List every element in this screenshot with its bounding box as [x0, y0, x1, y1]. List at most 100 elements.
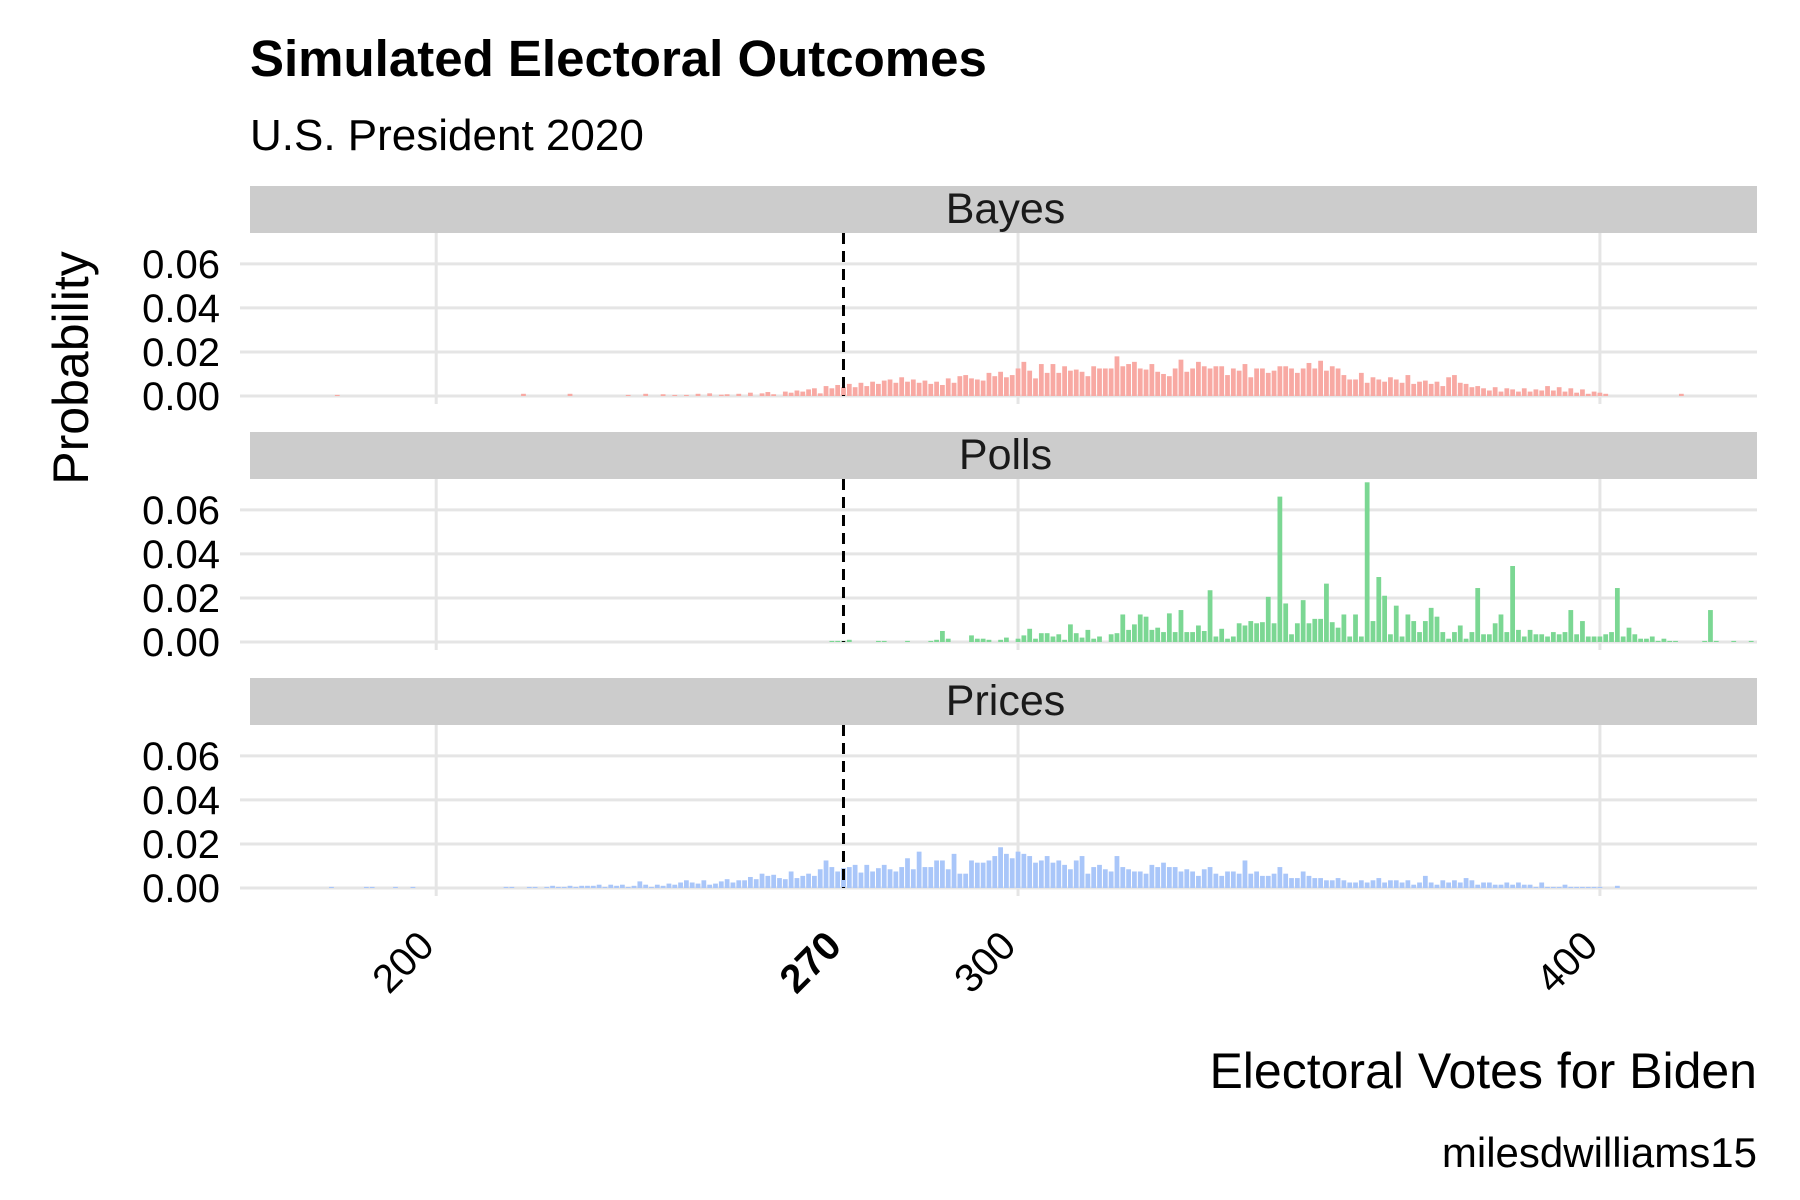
chart-title: Simulated Electoral Outcomes	[250, 30, 987, 87]
bar	[1335, 627, 1341, 642]
bar	[1114, 633, 1120, 642]
bar	[870, 381, 875, 396]
bar	[1545, 386, 1550, 396]
bar	[846, 867, 852, 888]
bar	[1120, 867, 1126, 888]
y-tick-label: 0.00	[142, 621, 220, 665]
bar	[1370, 621, 1376, 642]
bar	[1603, 393, 1609, 396]
bar	[910, 869, 916, 888]
bar	[974, 862, 980, 888]
bar	[1102, 368, 1108, 396]
bar	[852, 864, 858, 888]
bar	[1539, 390, 1545, 396]
bar	[881, 380, 887, 396]
bar	[1143, 369, 1149, 396]
y-tick-label: 0.02	[142, 577, 220, 621]
y-tick-label: 0.04	[142, 287, 220, 331]
bar	[1201, 869, 1207, 888]
bar	[567, 885, 573, 888]
bar	[1469, 632, 1475, 642]
bar	[934, 381, 939, 396]
bar	[1015, 368, 1021, 396]
bar	[579, 885, 585, 888]
bar	[1196, 625, 1201, 642]
bar	[1399, 382, 1405, 396]
bar	[1062, 366, 1067, 396]
bar	[1469, 387, 1475, 396]
bar	[1562, 391, 1568, 396]
bar	[1230, 368, 1236, 396]
bar	[1539, 634, 1545, 642]
bar	[940, 630, 945, 642]
bar	[1521, 884, 1527, 888]
bar	[748, 392, 753, 396]
bar	[765, 392, 771, 396]
bar	[1312, 368, 1318, 396]
bar	[1347, 379, 1353, 396]
bar	[1521, 636, 1527, 642]
bar	[1347, 636, 1353, 642]
bar	[1382, 381, 1387, 396]
bar	[782, 391, 788, 396]
bar	[1230, 636, 1236, 642]
bar	[858, 382, 864, 396]
bar	[1289, 634, 1294, 642]
bar	[1265, 596, 1271, 642]
bar	[1533, 886, 1539, 888]
bar	[1248, 377, 1254, 396]
bar	[724, 879, 730, 888]
bar	[1393, 605, 1399, 642]
bar	[1405, 880, 1411, 888]
bar	[689, 882, 695, 888]
bar	[759, 393, 765, 396]
bar	[1324, 880, 1329, 888]
chart-subtitle: U.S. President 2020	[250, 111, 644, 160]
bar	[1580, 886, 1585, 888]
bar	[1021, 361, 1027, 396]
bar	[1050, 364, 1056, 396]
panel-prices: Prices 0.000.020.040.06	[142, 677, 1757, 911]
bar	[835, 640, 841, 642]
bar	[823, 860, 829, 888]
bar	[1149, 364, 1155, 396]
bar	[1073, 633, 1079, 642]
bar	[940, 860, 945, 888]
bar	[660, 394, 666, 396]
bar	[509, 886, 515, 888]
y-tick-label: 0.06	[142, 243, 220, 287]
bar	[1184, 371, 1190, 396]
bar	[1428, 607, 1434, 642]
bar	[555, 886, 561, 888]
bar	[841, 387, 846, 396]
bar	[957, 376, 963, 396]
bar	[1504, 632, 1510, 642]
bar	[1166, 376, 1172, 396]
bar	[1004, 853, 1009, 888]
bar	[585, 885, 590, 888]
bar	[1498, 614, 1504, 642]
bar	[684, 394, 689, 396]
bar	[1597, 392, 1603, 396]
bar	[1568, 610, 1574, 642]
bar	[736, 880, 742, 888]
bar	[1440, 632, 1446, 642]
bar	[1207, 368, 1213, 396]
bar	[1364, 882, 1370, 888]
bar	[1428, 882, 1434, 888]
bar	[1009, 858, 1015, 888]
bar	[782, 879, 788, 888]
bar	[1038, 633, 1044, 642]
bar	[1550, 390, 1556, 396]
bar	[334, 394, 340, 396]
bar	[1137, 614, 1143, 642]
bar	[1277, 496, 1283, 642]
bar	[1289, 878, 1294, 888]
bar	[1289, 368, 1294, 396]
bar	[858, 872, 864, 888]
bar	[1591, 636, 1597, 642]
bar	[1609, 632, 1614, 642]
y-tick-label: 0.00	[142, 375, 220, 419]
bar	[1574, 392, 1580, 396]
